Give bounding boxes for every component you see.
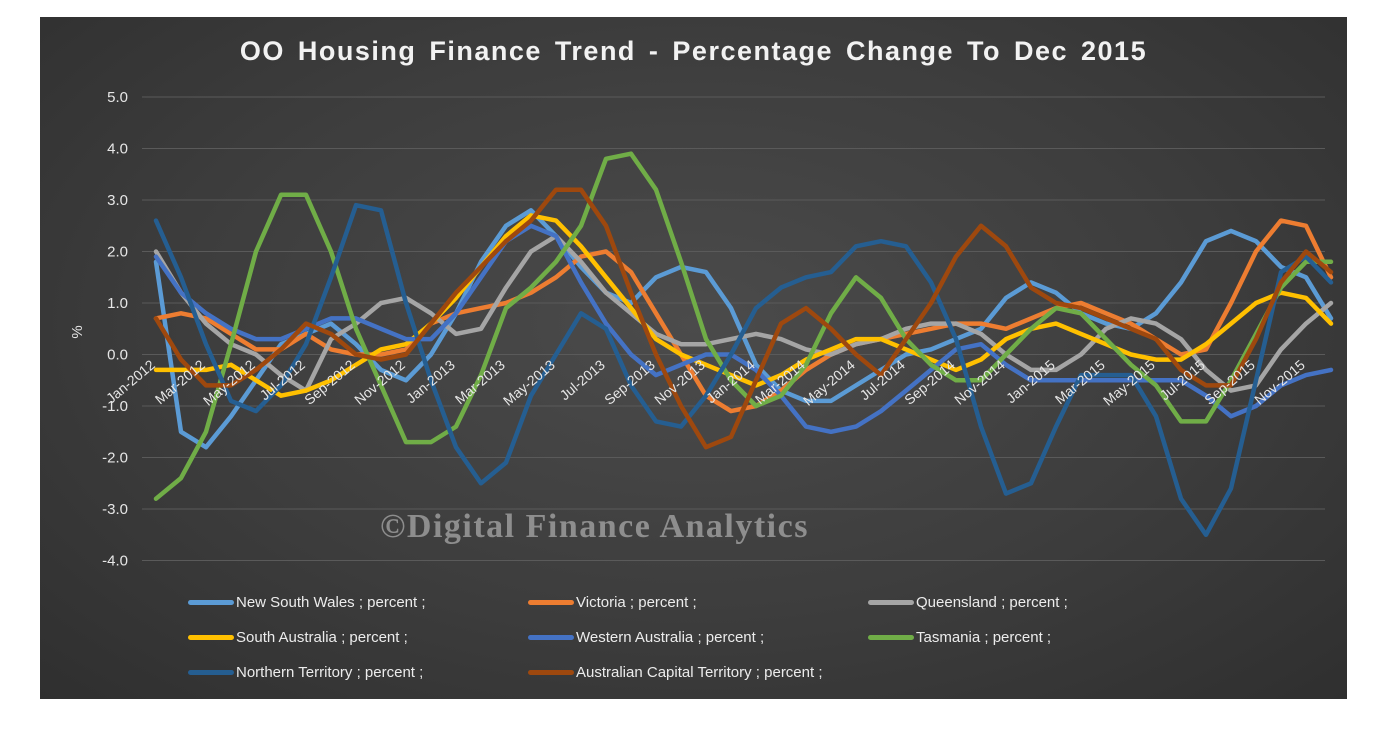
legend-label: Victoria ; percent ; [576, 593, 697, 611]
legend-item: Australian Capital Territory ; percent ; [528, 660, 823, 684]
legend-label: Queensland ; percent ; [916, 593, 1068, 611]
chart-title: OO Housing Finance Trend - Percentage Ch… [239, 36, 1148, 66]
y-tick-label: -4.0 [102, 553, 128, 570]
legend-item: Queensland ; percent ; [868, 590, 1068, 614]
y-tick-label: 5.0 [107, 89, 128, 106]
y-tick-label: -2.0 [102, 450, 128, 467]
legend-item: Tasmania ; percent ; [868, 625, 1051, 649]
x-tick-label: Sep-2013 [601, 356, 658, 407]
y-tick-label: 2.0 [107, 244, 128, 261]
y-tick-label: -3.0 [102, 501, 128, 518]
legend-swatch [188, 634, 234, 640]
legend-item: South Australia ; percent ; [188, 625, 408, 649]
y-tick-label: 4.0 [107, 141, 128, 158]
legend-item: Western Australia ; percent ; [528, 625, 764, 649]
y-axis-ticks: 5.0 4.0 3.0 2.0 1.0 0.0 -1.0 -2.0 -3.0 -4.0 [102, 89, 128, 570]
series-line-tasmania [153, 151, 1334, 501]
watermark: ©Digital Finance Analytics [380, 508, 809, 545]
series-line-australian-capital-territory [153, 187, 1334, 450]
legend-swatch [188, 669, 234, 675]
gridlines [142, 96, 1325, 561]
legend: New South Wales ; percent ; Victoria ; pe… [188, 590, 1288, 690]
legend-label: South Australia ; percent ; [236, 628, 408, 646]
x-tick-label: Jul-2013 [557, 356, 609, 403]
series-line-south-australia [153, 213, 1334, 398]
legend-item: Victoria ; percent ; [528, 590, 697, 614]
y-tick-label: 0.0 [107, 347, 128, 364]
x-tick-label: Mar-2013 [452, 356, 508, 407]
series-line-northern-territory [153, 202, 1334, 538]
legend-swatch [868, 634, 914, 640]
series-lines [153, 151, 1334, 538]
legend-swatch [868, 599, 914, 605]
legend-swatch [188, 599, 234, 605]
legend-label: Australian Capital Territory ; percent ; [576, 663, 823, 681]
y-tick-label: -1.0 [102, 398, 128, 415]
y-tick-label: 3.0 [107, 192, 128, 209]
legend-swatch [528, 669, 574, 675]
y-axis-label: % [69, 325, 86, 338]
legend-item: Northern Territory ; percent ; [188, 660, 423, 684]
y-tick-label: 1.0 [107, 295, 128, 312]
legend-label: Northern Territory ; percent ; [236, 663, 424, 681]
x-tick-label: Jan-2013 [403, 356, 458, 406]
legend-label: Western Australia ; percent ; [576, 628, 765, 646]
legend-item: New South Wales ; percent ; [188, 590, 426, 614]
x-tick-label: Jan-2012 [103, 356, 158, 406]
series-line-queensland [153, 233, 1334, 393]
legend-swatch [528, 599, 574, 605]
legend-label: Tasmania ; percent ; [916, 628, 1052, 646]
legend-label: New South Wales ; percent ; [236, 593, 426, 611]
legend-swatch [528, 634, 574, 640]
